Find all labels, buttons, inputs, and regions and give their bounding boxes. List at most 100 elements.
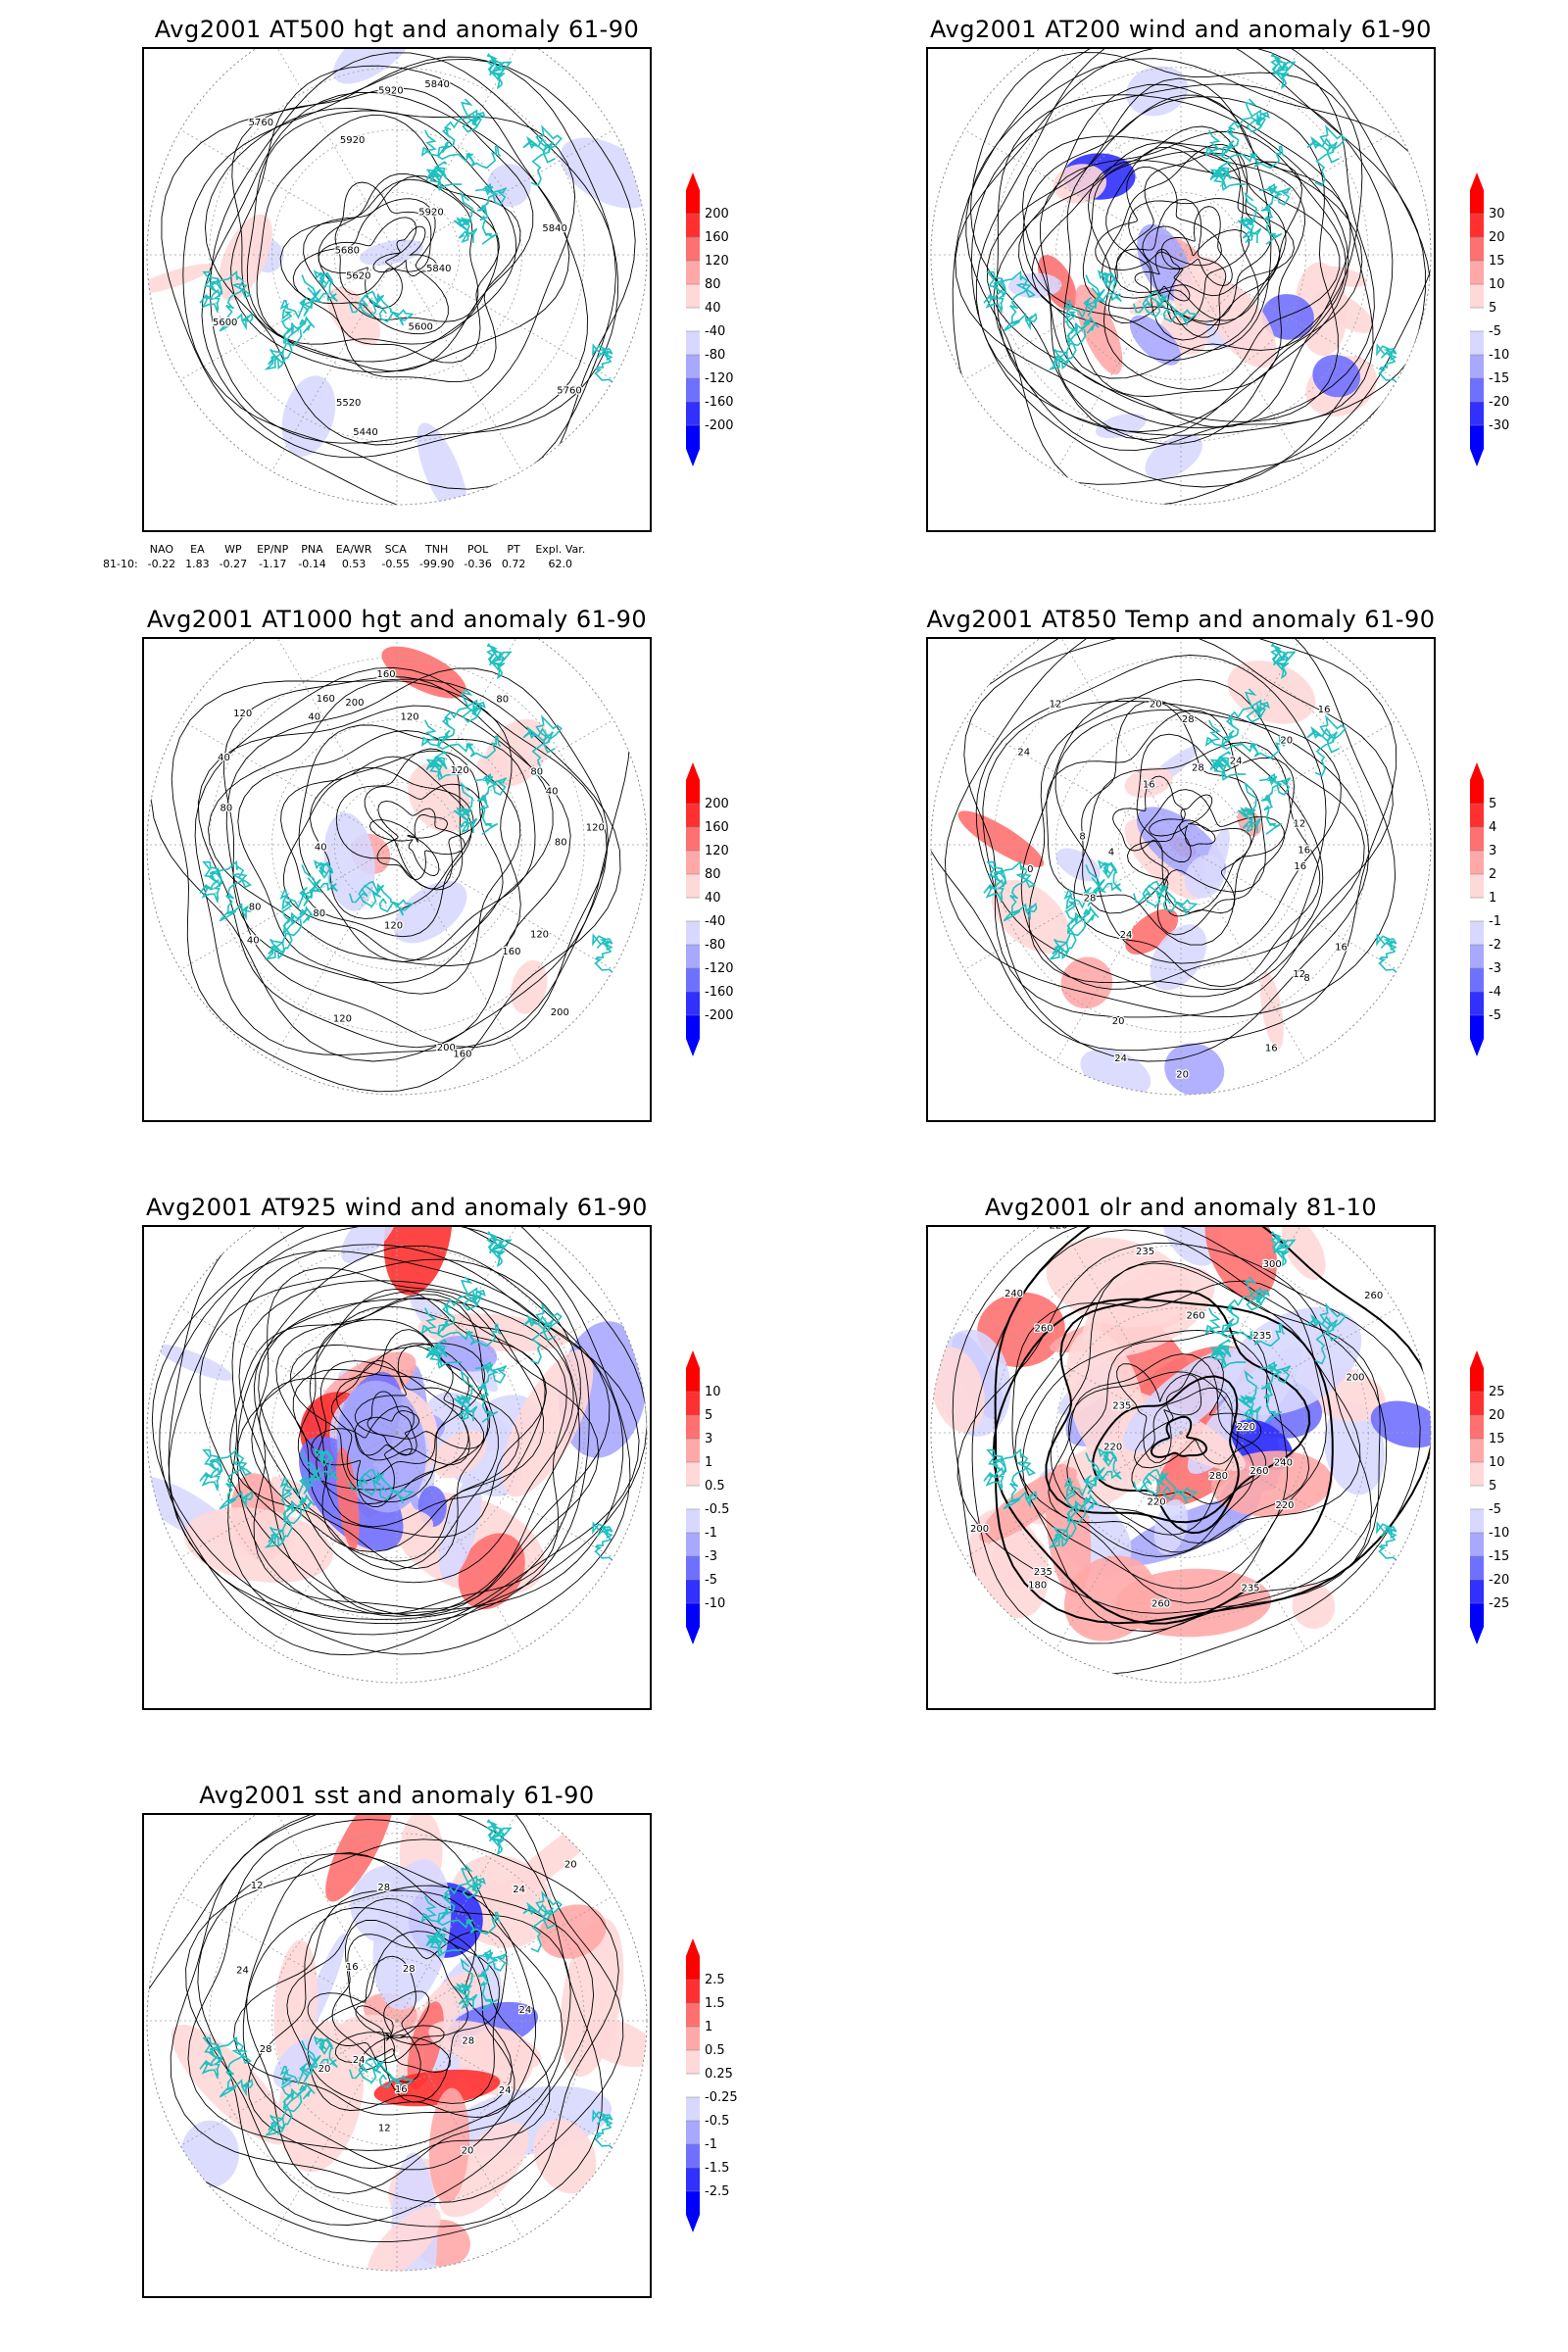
colorbar-arrow-bottom	[1470, 1039, 1484, 1056]
contour-label: 4	[1108, 847, 1114, 858]
colorbar-segment	[1470, 1486, 1484, 1509]
contour-label: 20	[462, 2145, 474, 2156]
colorbar-label: -160	[705, 985, 734, 1000]
index-header: Expl. Var.	[535, 543, 586, 556]
colorbar-segment	[686, 921, 700, 945]
colorbar-label: -15	[1489, 1549, 1509, 1564]
contour-label: 220	[1275, 1500, 1294, 1511]
colorbar-segment	[686, 378, 700, 402]
panel-title: Avg2001 AT500 hgt and anomaly 61-90	[154, 16, 640, 43]
colorbar-segment	[1470, 1556, 1484, 1580]
index-value: -0.55	[381, 558, 410, 570]
colorbar-segment	[686, 2074, 700, 2097]
colorbar-segment	[686, 2097, 700, 2121]
colorbar-label: -200	[705, 1008, 734, 1023]
contour-label: 260	[1187, 1311, 1205, 1322]
colorbar-segment	[1470, 780, 1484, 804]
index-value: 0.53	[341, 558, 367, 570]
map-boundary	[930, 639, 1432, 1096]
contour-label: 235	[1112, 1401, 1131, 1412]
colorbar-segment	[1470, 898, 1484, 921]
contour-label: 160	[453, 1049, 471, 1059]
panel-title: Avg2001 AT1000 hgt and anomaly 61-90	[146, 606, 648, 633]
colorbar-arrow-bottom	[686, 1039, 700, 1056]
index-value: -0.22	[147, 558, 176, 570]
colorbar-segment	[686, 1368, 700, 1392]
colorbar-segment	[686, 331, 700, 355]
colorbar-label: 1.5	[705, 1996, 725, 2011]
colorbar-segment	[686, 2191, 700, 2215]
colorbar-label: -10	[705, 1596, 725, 1611]
contour-label: 12	[1294, 818, 1306, 829]
contour-label: 200	[1346, 1372, 1364, 1383]
contour-label: 260	[1364, 1291, 1383, 1301]
contour-label: 80	[530, 767, 543, 778]
colorbar-arrow-top	[686, 172, 700, 190]
index-value: 0.72	[501, 558, 526, 570]
colorbar-segment	[686, 2144, 700, 2168]
colorbar-label: 10	[1489, 277, 1505, 292]
colorbar-segment	[686, 2121, 700, 2144]
index-value: 62.0	[548, 558, 573, 570]
map-boundary	[146, 1815, 648, 2272]
colorbar-segment	[686, 780, 700, 804]
colorbar-label: -200	[705, 418, 734, 433]
colorbar-segment	[1470, 1392, 1484, 1415]
colorbar-segment	[1470, 1462, 1484, 1486]
colorbar-label: -5	[1489, 1502, 1501, 1517]
index-header: NAO	[149, 543, 174, 556]
colorbar-label: 120	[705, 254, 729, 269]
colorbar-label: -15	[1489, 371, 1509, 386]
contour-label: 5920	[378, 86, 403, 97]
colorbar-label: 200	[705, 797, 729, 811]
colorbar: 10 5 3 1 0.5 -0.5 -1 -3 -5 -10	[686, 1350, 764, 1644]
panel-title: Avg2001 AT850 Temp and anomaly 61-90	[926, 606, 1436, 633]
contour-label: 40	[247, 935, 260, 946]
colorbar-segment	[1470, 804, 1484, 827]
contour-label: 24	[499, 2085, 512, 2096]
colorbar-label: -80	[705, 348, 725, 363]
contour-label: 235	[1034, 1567, 1053, 1578]
colorbar: 25 20 15 10 5 -5 -10 -15 -20 -25	[1470, 1350, 1548, 1644]
colorbar: 30 20 15 10 5 -5 -10 -15 -20 -30	[1470, 172, 1548, 466]
index-header: POL	[466, 543, 489, 556]
contour-label: 5840	[426, 264, 451, 274]
colorbar-arrow-top	[1470, 762, 1484, 780]
colorbar-segment	[1470, 945, 1484, 968]
colorbar-arrow-bottom	[686, 2215, 700, 2232]
colorbar-label: 40	[705, 891, 721, 906]
contour-label: 120	[586, 823, 605, 834]
colorbar-label: -0.5	[705, 2114, 729, 2129]
contour-label: 80	[496, 695, 509, 706]
contour-label: 5600	[408, 322, 432, 333]
polar-map: 28 24 20 16 12 24 20 28 24 12 16 28 28 24 20 24	[142, 1813, 652, 2298]
contour-label: 80	[313, 908, 325, 919]
contour-label: 40	[308, 712, 320, 723]
contour-label: 20	[1176, 1069, 1189, 1080]
contour-label: 5600	[213, 318, 237, 328]
colorbar-segment	[1470, 378, 1484, 402]
contour-label: 240	[1274, 1458, 1293, 1469]
colorbar-arrow-top	[686, 1938, 700, 1956]
anomaly-shading	[957, 660, 1316, 1095]
colorbar-label: 2.5	[705, 1973, 725, 1987]
colorbar-segment	[686, 945, 700, 968]
polar-map: 240 260 220 280 235 260 220 180 235 200 220 235 260 2…	[926, 1225, 1436, 1710]
contour-label: 16	[1298, 846, 1310, 857]
colorbar-segment	[686, 261, 700, 284]
colorbar-segment	[686, 874, 700, 898]
colorbar-segment	[686, 402, 700, 425]
colorbar: 200 160 120 80 40 -40 -80 -120 -160 -200	[686, 172, 764, 466]
contour-label: 16	[346, 1962, 359, 1973]
panel-title: Avg2001 AT200 wind and anomaly 61-90	[930, 16, 1432, 43]
colorbar-label: 15	[1489, 1432, 1505, 1446]
contour-label: 12	[1050, 699, 1062, 710]
colorbar-segment	[686, 2050, 700, 2074]
anomaly-shading	[323, 646, 550, 1014]
colorbar-segment	[1470, 1439, 1484, 1462]
index-value: -99.90	[418, 558, 455, 570]
contour-label: 24	[519, 2005, 532, 2016]
map-boundary	[146, 1227, 648, 1684]
index-header: EA	[190, 543, 205, 556]
colorbar-segment	[686, 214, 700, 237]
